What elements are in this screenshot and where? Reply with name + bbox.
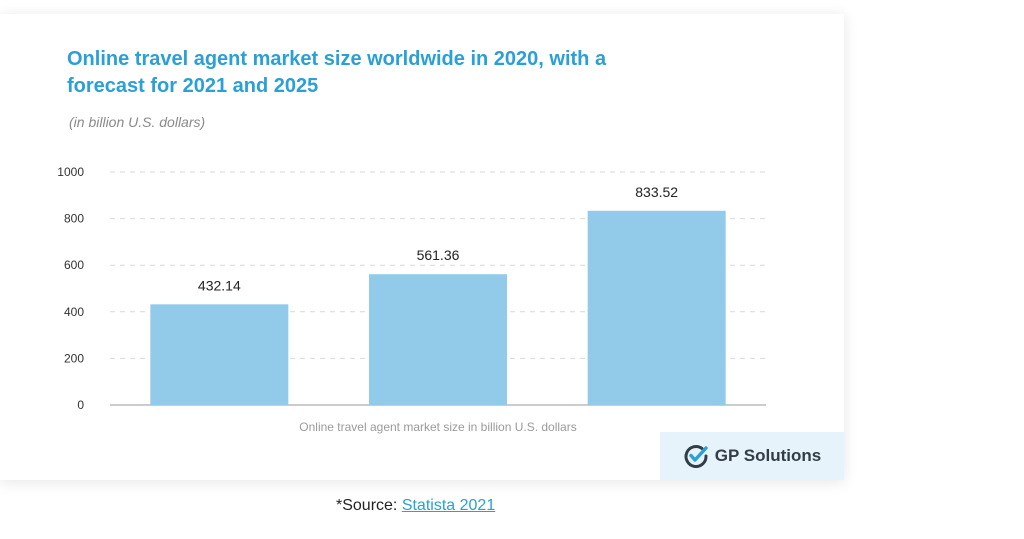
y-tick-label: 0	[77, 398, 84, 412]
data-label: 833.52	[635, 184, 678, 200]
check-circle-icon	[683, 443, 709, 469]
brand-name: GP Solutions	[714, 446, 822, 465]
bar-chart: 0 200 400 600 800 1000 432.14 561.36 833.52 Onlin…	[57, 165, 766, 434]
x-axis-label: Online travel agent market size in billi…	[299, 420, 576, 434]
chart-title: Online travel agent market size worldwid…	[67, 48, 607, 97]
data-label: 561.36	[417, 247, 460, 263]
data-label: 432.14	[198, 277, 241, 293]
source-prefix: *Source:	[336, 497, 402, 514]
y-tick-label: 600	[64, 258, 84, 272]
bar	[587, 210, 726, 405]
brand-badge: GP Solutions	[660, 432, 844, 480]
source-note: *Source: Statista 2021	[336, 497, 495, 515]
y-tick-label: 800	[64, 212, 84, 226]
y-tick-label: 1000	[57, 165, 84, 179]
source-link[interactable]: Statista 2021	[401, 497, 496, 514]
bar	[369, 274, 507, 405]
chart-subtitle: (in billion U.S. dollars)	[69, 114, 206, 130]
y-tick-label: 200	[64, 351, 84, 365]
y-tick-label: 400	[64, 305, 84, 319]
bar	[150, 304, 289, 405]
